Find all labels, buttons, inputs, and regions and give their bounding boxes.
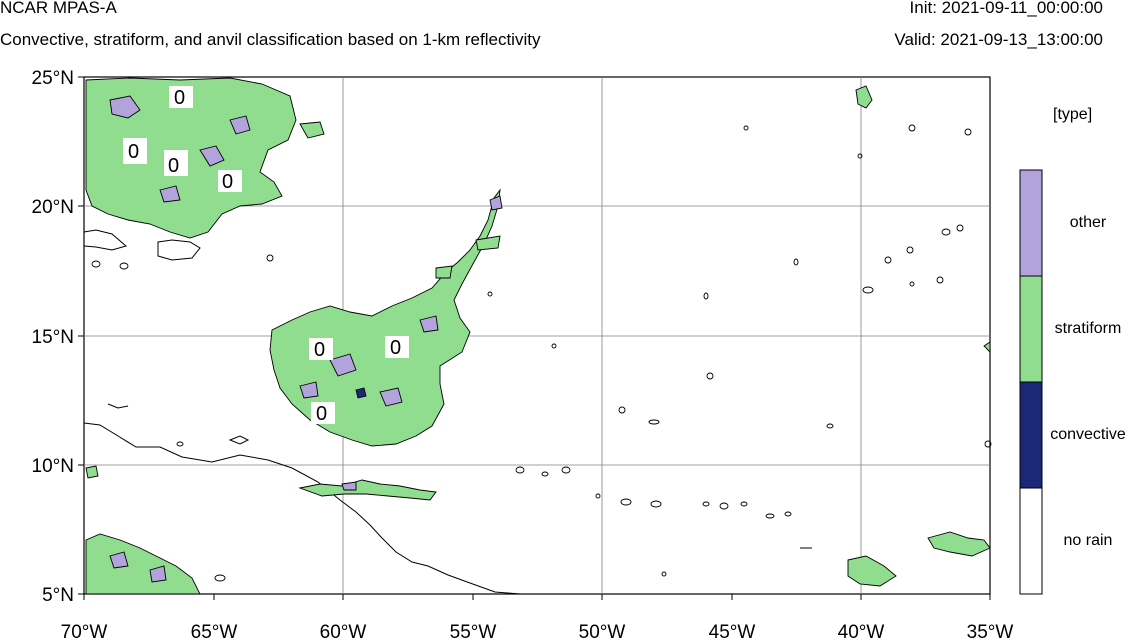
lon-tick-labels: 70°W 65°W 60°W 55°W 50°W 45°W 40°W 35°W: [61, 622, 1014, 641]
legend-swatch-no-rain: [1019, 487, 1043, 595]
plot-subtitle: Convective, stratiform, and anvil classi…: [0, 30, 541, 49]
contour-label: 0: [316, 403, 327, 425]
contour-label: 0: [174, 87, 185, 109]
valid-time: Valid: 2021-09-13_13:00:00: [894, 30, 1103, 49]
legend-label-convective: convective: [1050, 426, 1126, 443]
lon-tick-label: 45°W: [709, 622, 756, 641]
lat-tick-label: 25°N: [32, 68, 74, 89]
legend-title: [type]: [1053, 106, 1093, 123]
tick-marks: [78, 76, 991, 600]
model-title: NCAR MPAS-A: [0, 0, 117, 17]
lon-tick-label: 60°W: [320, 622, 367, 641]
legend-label-no-rain: no rain: [1063, 532, 1113, 549]
lat-tick-label: 20°N: [32, 197, 74, 218]
lon-tick-label: 35°W: [967, 622, 1014, 641]
lat-tick-label: 15°N: [32, 327, 74, 348]
contour-label: 0: [390, 337, 401, 359]
lon-tick-label: 55°W: [450, 622, 497, 641]
legend-colorbar: [1019, 169, 1043, 595]
contour-label: 0: [168, 155, 179, 177]
contour-labels: 0 0 0 0 0 0 0: [123, 86, 409, 425]
lon-tick-label: 40°W: [838, 622, 885, 641]
contour-label: 0: [314, 339, 325, 361]
lon-tick-label: 65°W: [191, 622, 238, 641]
lon-tick-label: 50°W: [579, 622, 626, 641]
precip-fields: [85, 77, 991, 595]
lon-tick-label: 70°W: [61, 622, 108, 641]
lat-tick-label: 10°N: [32, 456, 74, 477]
contour-label: 0: [222, 171, 233, 193]
lat-tick-labels: 25°N 20°N 15°N 10°N 5°N: [32, 68, 74, 606]
lat-tick-label: 5°N: [42, 585, 74, 606]
contour-label: 0: [128, 141, 139, 163]
graticule: [84, 77, 990, 594]
scattered-cells: [91, 124, 992, 582]
legend-label-stratiform: stratiform: [1054, 320, 1122, 337]
legend-label-other: other: [1069, 214, 1107, 231]
init-time: Init: 2021-09-11_00:00:00: [909, 0, 1103, 17]
